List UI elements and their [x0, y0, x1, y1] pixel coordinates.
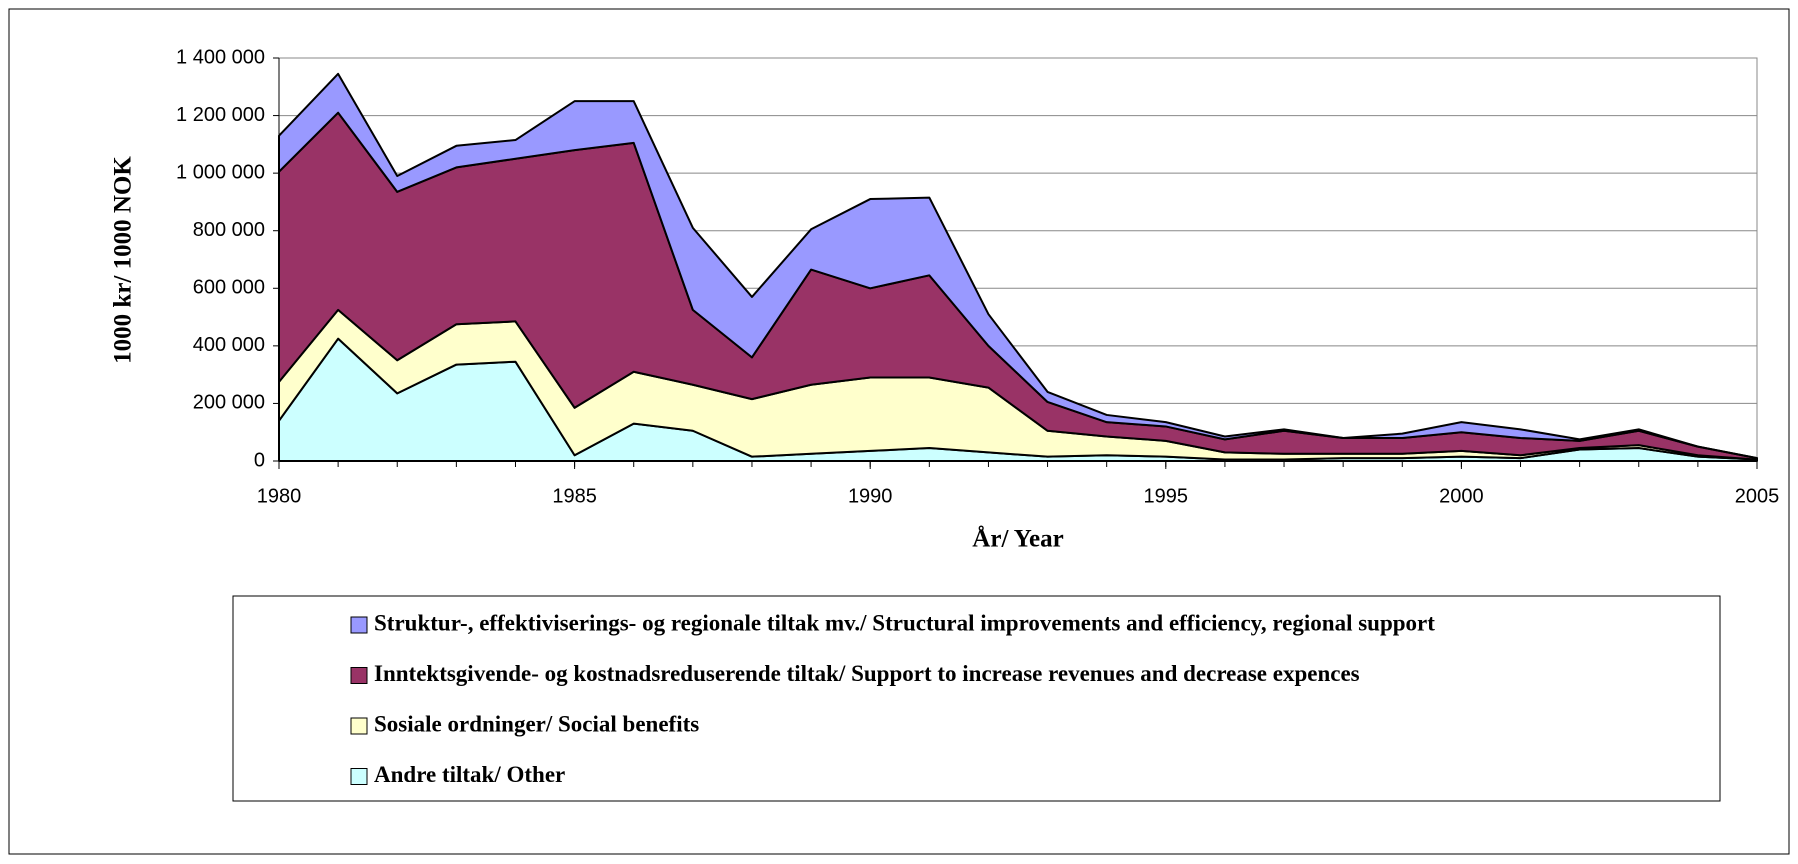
legend-swatch — [350, 768, 368, 785]
y-tick-label: 1 000 000 — [176, 161, 265, 183]
y-axis-label: 1000 kr/ 1000 NOK — [110, 156, 137, 364]
y-tick-label: 600 000 — [193, 277, 265, 299]
legend-label: Inntektsgivende- og kostnadsreduserende … — [374, 661, 1360, 686]
legend-swatch — [350, 616, 368, 634]
legend-label: Sosiale ordninger/ Social benefits — [374, 711, 699, 736]
y-tick-label: 1 400 000 — [176, 46, 265, 68]
y-tick-label: 200 000 — [193, 392, 265, 414]
y-tick-label: 1 200 000 — [176, 104, 265, 126]
legend-swatch — [350, 667, 368, 684]
legend-label: Struktur-, effektiviserings- og regional… — [374, 610, 1435, 635]
area — [278, 72, 1758, 460]
y-tick-label: 800 000 — [193, 219, 265, 241]
x-tick-label: 1980 — [257, 485, 302, 507]
legend-label: Andre tiltak/ Other — [374, 762, 565, 787]
legend — [232, 595, 1721, 802]
x-tick-label: 1995 — [1144, 485, 1189, 507]
legend-swatch — [350, 717, 368, 735]
x-tick-label: 2000 — [1439, 485, 1484, 507]
y-tick-label: 0 — [254, 449, 265, 471]
y-tick-label: 400 000 — [193, 334, 265, 356]
x-tick-label: 1990 — [848, 485, 893, 507]
x-axis-label: År/ Year — [972, 525, 1063, 553]
x-tick-label: 1985 — [552, 485, 597, 507]
x-tick-label: 2005 — [1735, 485, 1780, 507]
